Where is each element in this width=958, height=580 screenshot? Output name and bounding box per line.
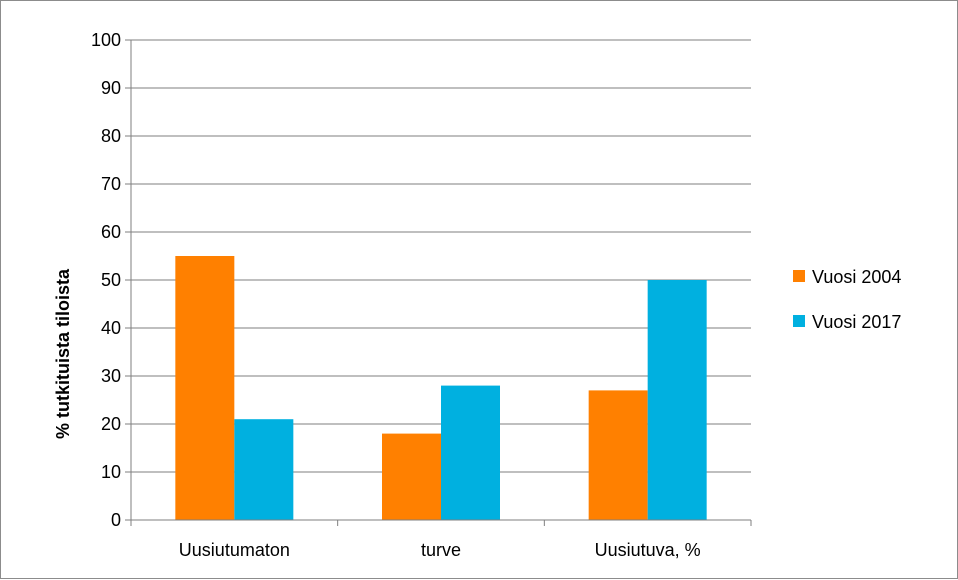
y-tick-label: 10 xyxy=(101,462,121,482)
x-tick-label: Uusiutumaton xyxy=(179,540,290,560)
bar-vuosi-2004 xyxy=(588,390,648,520)
y-tick-label: 80 xyxy=(101,126,121,146)
x-tick-labels: Uusiutumaton turve Uusiutuva, % xyxy=(179,540,701,560)
y-tick-label: 40 xyxy=(101,318,121,338)
y-axis-title: % tutkituista tiloista xyxy=(53,268,73,439)
axes xyxy=(125,39,752,526)
y-tick-label: 60 xyxy=(101,222,121,242)
y-tick-label: 50 xyxy=(101,270,121,290)
y-tick-labels: 0 10 20 30 40 50 60 70 80 90 100 xyxy=(91,30,121,530)
legend-swatch xyxy=(793,315,805,327)
y-tick-label: 90 xyxy=(101,78,121,98)
bar-vuosi-2017 xyxy=(647,280,707,520)
x-tick-label: Uusiutuva, % xyxy=(595,540,701,560)
bars xyxy=(175,256,707,520)
bar-vuosi-2004 xyxy=(175,256,235,520)
y-tick-label: 70 xyxy=(101,174,121,194)
legend-swatch xyxy=(793,270,805,282)
x-tick-label: turve xyxy=(421,540,461,560)
bar-vuosi-2017 xyxy=(234,419,294,520)
bar-vuosi-2017 xyxy=(441,385,500,520)
legend: Vuosi 2004 Vuosi 2017 xyxy=(793,267,901,332)
y-tick-label: 30 xyxy=(101,366,121,386)
y-tick-label: 20 xyxy=(101,414,121,434)
legend-label: Vuosi 2004 xyxy=(812,267,901,287)
bar-vuosi-2004 xyxy=(382,433,441,520)
legend-label: Vuosi 2017 xyxy=(812,312,901,332)
y-tick-label: 100 xyxy=(91,30,121,50)
y-tick-label: 0 xyxy=(111,510,121,530)
